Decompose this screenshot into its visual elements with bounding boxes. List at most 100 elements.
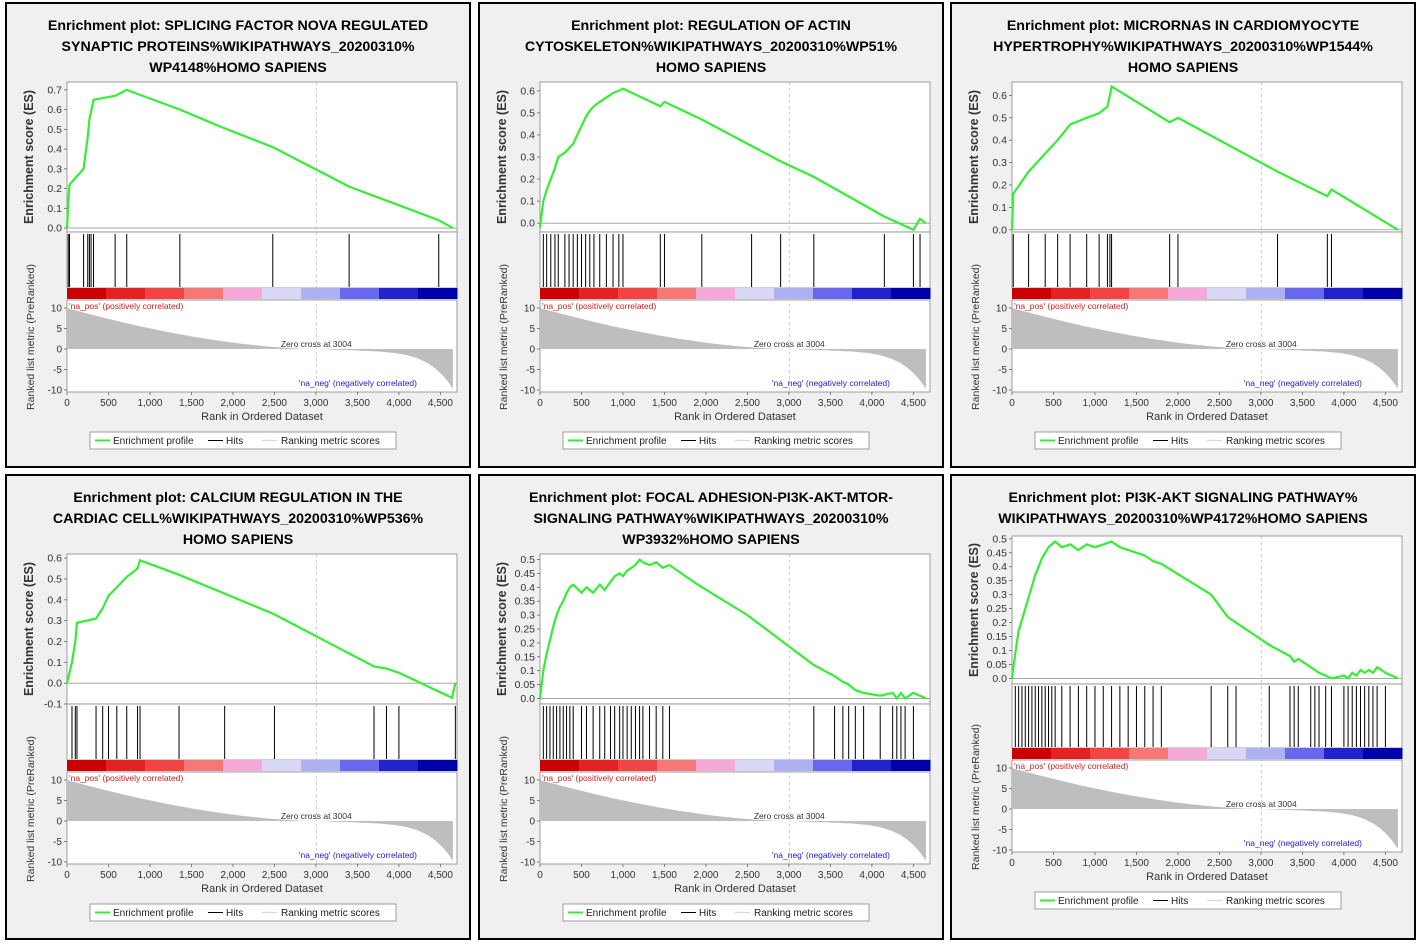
plot-title-line: HOMO SAPIENS — [183, 532, 293, 548]
es-y-tick-label: 0.4 — [992, 135, 1007, 147]
hits-plot-area — [66, 703, 458, 761]
es-plot-area — [1011, 535, 1403, 685]
metric-y-axis-label: Ranked list metric (PreRanked) — [498, 264, 510, 410]
metric-y-tick-label: -5 — [53, 365, 62, 376]
enrichment-profile-line — [1010, 540, 1399, 680]
legend-enrichment-label: Enrichment profile — [1058, 436, 1139, 447]
heatmap-segment — [1363, 288, 1403, 299]
x-tick-label: 1,000 — [1082, 858, 1107, 869]
heatmap-segment — [696, 760, 736, 771]
es-y-axis-label: Enrichment score (ES) — [495, 562, 509, 696]
x-tick-label: 0 — [537, 870, 543, 881]
heatmap-segment — [418, 760, 458, 771]
heatmap-segment — [184, 288, 224, 299]
metric-y-tick-label: -10 — [48, 858, 63, 869]
metric-y-tick-label: 0 — [1001, 345, 1007, 356]
x-tick-label: 3,500 — [345, 870, 370, 881]
x-tick-label: 4,000 — [386, 870, 411, 881]
x-tick-label: 1,500 — [1124, 398, 1149, 409]
metric-y-axis-label: Ranked list metric (PreRanked) — [498, 736, 510, 882]
heatmap-segment — [618, 760, 658, 771]
es-y-tick-label: 0.35 — [515, 596, 536, 608]
heatmap-segment — [106, 288, 146, 299]
metric-y-tick-label: 0 — [56, 817, 62, 828]
legend-hits-label: Hits — [699, 908, 716, 919]
es-y-tick-label: 0.1 — [47, 203, 62, 215]
x-tick-label: 3,500 — [1290, 858, 1315, 869]
heatmap-segment — [735, 760, 775, 771]
zero-cross-label: Zero cross at 3004 — [754, 811, 825, 821]
heatmap-segment — [1285, 748, 1325, 759]
x-tick-label: 2,000 — [1165, 398, 1190, 409]
heatmap-segment — [1129, 288, 1169, 299]
x-tick-label: 0 — [537, 398, 543, 409]
x-tick-label: 4,500 — [1373, 858, 1398, 869]
heatmap-segment — [1324, 288, 1364, 299]
positive-correlation-label: 'na_pos' (positively correlated) — [69, 301, 183, 311]
metric-y-tick-label: -10 — [521, 858, 536, 869]
heatmap-segment — [657, 288, 697, 299]
metric-y-tick-label: 10 — [524, 304, 536, 315]
heatmap-segment — [1012, 748, 1052, 759]
heatmap-segment — [340, 760, 380, 771]
x-tick-label: 2,500 — [262, 398, 287, 409]
es-y-axis-label: Enrichment score (ES) — [967, 90, 981, 224]
heatmap-segment — [184, 760, 224, 771]
metric-y-tick-label: 0 — [1001, 805, 1007, 816]
legend-enrichment-label: Enrichment profile — [113, 908, 194, 919]
es-y-axis-label: Enrichment score (ES) — [967, 543, 981, 677]
hits-plot-area — [539, 231, 931, 289]
plot-title-line: Enrichment plot: SPLICING FACTOR NOVA RE… — [48, 18, 428, 34]
x-tick-label: 2,500 — [1207, 858, 1232, 869]
enrichment-plot-svg: Enrichment plot: PI3K-AKT SIGNALING PATH… — [967, 490, 1403, 910]
negative-correlation-label: 'na_neg' (negatively correlated) — [772, 850, 890, 860]
heatmap-segment — [1051, 288, 1091, 299]
x-tick-label: 1,500 — [1124, 858, 1149, 869]
es-y-tick-label: 0.4 — [47, 144, 62, 156]
x-tick-label: 3,000 — [776, 398, 801, 409]
heatmap-segment — [223, 760, 263, 771]
enrichment-profile-line — [1010, 84, 1399, 231]
es-y-tick-label: 0.5 — [992, 112, 1007, 124]
heatmap-segment — [1246, 748, 1286, 759]
heatmap-segment — [418, 288, 458, 299]
legend-box — [89, 431, 397, 450]
x-tick-label: 4,000 — [1331, 398, 1356, 409]
heatmap-segment — [1168, 288, 1208, 299]
heatmap-segment — [67, 288, 107, 299]
x-tick-label: 2,000 — [220, 870, 245, 881]
legend-enrichment-label: Enrichment profile — [586, 436, 667, 447]
metric-y-tick-label: 0 — [529, 345, 535, 356]
heatmap-segment — [1285, 288, 1325, 299]
es-y-tick-label: 0.1 — [992, 202, 1007, 214]
x-tick-label: 1,000 — [137, 870, 162, 881]
heatmap-segment — [145, 288, 185, 299]
metric-y-tick-label: 5 — [529, 324, 535, 335]
heatmap-segment — [540, 760, 580, 771]
es-y-tick-label: 0.15 — [987, 631, 1008, 643]
negative-correlation-label: 'na_neg' (negatively correlated) — [1244, 378, 1362, 388]
x-tick-label: 4,000 — [1331, 858, 1356, 869]
enrichment-plot-svg: Enrichment plot: SPLICING FACTOR NOVA RE… — [22, 18, 458, 450]
x-tick-label: 3,000 — [1248, 858, 1273, 869]
plot-title-line: SYNAPTIC PROTEINS%WIKIPATHWAYS_20200310% — [62, 39, 415, 55]
x-axis-label: Rank in Ordered Dataset — [674, 411, 796, 423]
enrichment-plot-panel: Enrichment plot: SPLICING FACTOR NOVA RE… — [5, 2, 471, 468]
x-tick-label: 3,000 — [303, 870, 328, 881]
legend-box — [562, 431, 870, 450]
heatmap-segment — [891, 288, 931, 299]
metric-y-tick-label: -5 — [53, 837, 62, 848]
hits-plot-area — [539, 703, 931, 761]
es-y-tick-label: 0.0 — [520, 218, 535, 230]
legend-enrichment-label: Enrichment profile — [586, 908, 667, 919]
es-y-tick-label: 0.2 — [47, 636, 62, 648]
x-tick-label: 500 — [573, 398, 590, 409]
heatmap-segment — [774, 288, 814, 299]
x-tick-label: 4,000 — [386, 398, 411, 409]
es-y-tick-label: 0.5 — [520, 107, 535, 119]
plot-title-line: HYPERTROPHY%WIKIPATHWAYS_20200310%WP1544… — [993, 39, 1373, 55]
x-tick-label: 2,000 — [220, 398, 245, 409]
es-y-tick-label: 0.4 — [992, 561, 1007, 573]
es-y-axis-label: Enrichment score (ES) — [22, 562, 36, 696]
x-tick-label: 2,500 — [735, 870, 760, 881]
